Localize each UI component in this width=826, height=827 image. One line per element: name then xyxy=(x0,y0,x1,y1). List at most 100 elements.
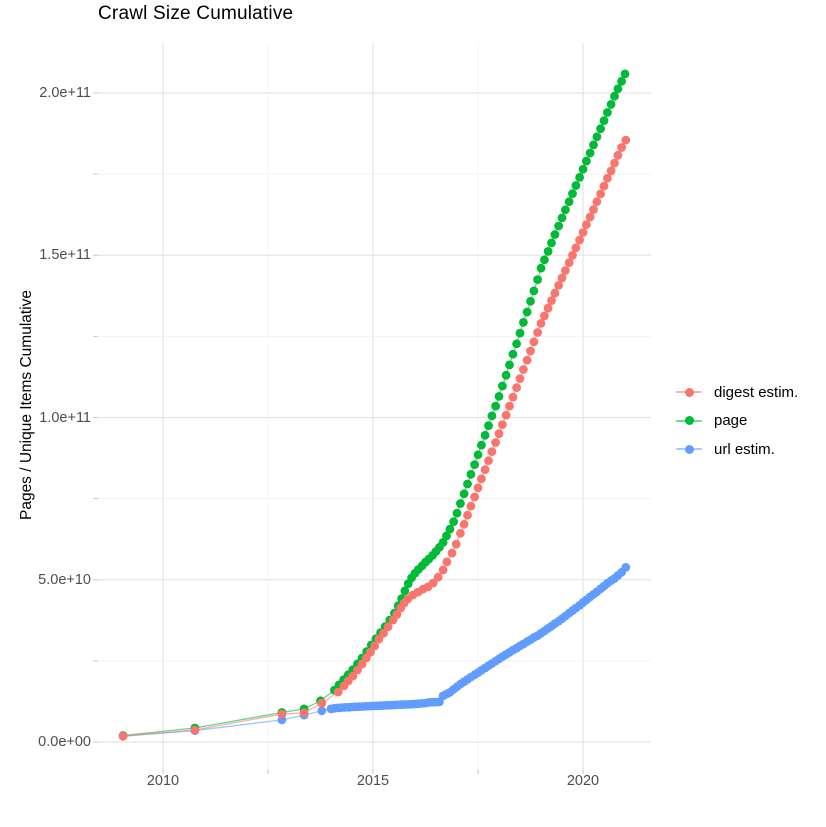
data-point xyxy=(438,538,448,547)
data-point xyxy=(603,108,612,117)
series-points-url estim. xyxy=(118,563,631,741)
data-point xyxy=(610,91,619,101)
data-point xyxy=(606,166,616,176)
legend-item-page: page xyxy=(674,407,798,436)
data-point xyxy=(505,401,514,411)
x-tick-label: 2015 xyxy=(356,773,390,789)
data-point xyxy=(484,421,493,430)
legend-label-digest-estim: digest estim. xyxy=(714,383,799,401)
data-point xyxy=(564,197,574,207)
legend: digest estim. page url estim. xyxy=(674,378,798,464)
data-point xyxy=(392,610,402,619)
data-point xyxy=(554,281,563,290)
x-tick-label: 2010 xyxy=(146,773,180,789)
data-point xyxy=(515,328,525,338)
data-point xyxy=(438,565,448,575)
major-gridlines xyxy=(98,43,651,769)
data-point xyxy=(571,181,581,190)
data-point xyxy=(348,671,358,681)
data-point xyxy=(473,450,483,460)
data-point xyxy=(617,143,626,152)
data-point xyxy=(501,370,511,380)
data-point xyxy=(603,173,612,183)
data-point xyxy=(610,158,619,168)
data-point xyxy=(459,519,469,529)
data-point xyxy=(589,205,598,214)
data-point xyxy=(277,709,287,719)
data-point xyxy=(582,156,591,166)
data-point xyxy=(451,539,461,549)
data-point xyxy=(536,319,546,328)
data-point xyxy=(582,220,591,230)
data-point xyxy=(480,465,490,475)
data-point xyxy=(512,383,521,392)
data-point xyxy=(568,250,577,260)
data-point xyxy=(592,132,602,142)
y-tick-label: 1.5e+11 xyxy=(39,247,91,264)
data-point xyxy=(400,586,410,596)
data-point xyxy=(433,572,443,582)
data-point xyxy=(466,469,476,479)
legend-label-page: page xyxy=(714,412,748,430)
data-point xyxy=(547,296,556,306)
y-tick-label: 1.0e+11 xyxy=(39,409,91,426)
axis-tick-marks xyxy=(93,92,584,774)
data-point xyxy=(540,255,549,265)
data-point xyxy=(596,124,605,134)
data-point xyxy=(487,447,497,456)
data-point xyxy=(508,392,518,402)
data-point xyxy=(190,725,200,735)
data-point xyxy=(526,296,535,306)
data-point xyxy=(617,76,626,86)
data-point xyxy=(428,578,438,588)
data-point xyxy=(473,483,483,493)
data-point xyxy=(456,499,465,508)
data-point xyxy=(317,706,327,716)
data-point xyxy=(522,355,532,365)
data-point xyxy=(442,557,452,567)
data-point xyxy=(589,140,598,150)
data-point xyxy=(578,164,588,174)
legend-key-page xyxy=(674,415,704,427)
data-point xyxy=(498,420,507,429)
data-point xyxy=(519,365,528,374)
legend-label-url-estim: url estim. xyxy=(714,440,775,458)
data-point xyxy=(118,731,128,741)
data-point xyxy=(445,524,455,534)
data-point xyxy=(491,438,500,447)
data-point xyxy=(456,528,465,538)
data-point xyxy=(498,381,507,391)
data-point xyxy=(526,346,535,356)
data-point xyxy=(550,288,560,298)
data-point xyxy=(621,563,631,572)
data-point xyxy=(508,349,518,359)
chart-title: Crawl Size Cumulative xyxy=(98,3,294,24)
data-point xyxy=(540,311,549,321)
data-point xyxy=(536,263,546,273)
data-point xyxy=(529,286,539,296)
data-point xyxy=(470,460,479,469)
data-point xyxy=(599,181,609,191)
data-point xyxy=(512,339,521,349)
data-point xyxy=(515,374,525,383)
data-point xyxy=(533,328,542,337)
data-point xyxy=(501,410,511,420)
legend-point-icon xyxy=(684,416,694,426)
data-point xyxy=(561,205,570,215)
x-tick-label: 2020 xyxy=(566,773,600,789)
data-point xyxy=(505,360,514,370)
series-points-page xyxy=(118,69,630,740)
data-point xyxy=(370,641,380,651)
data-point xyxy=(470,492,479,502)
data-point xyxy=(578,228,588,237)
legend-item-url-estim: url estim. xyxy=(674,435,798,464)
data-point xyxy=(463,479,472,489)
data-point xyxy=(519,318,528,327)
data-point xyxy=(449,517,458,527)
legend-item-digest-estim: digest estim. xyxy=(674,378,798,407)
data-point xyxy=(447,548,457,558)
data-point xyxy=(599,116,609,125)
data-point xyxy=(477,440,486,450)
